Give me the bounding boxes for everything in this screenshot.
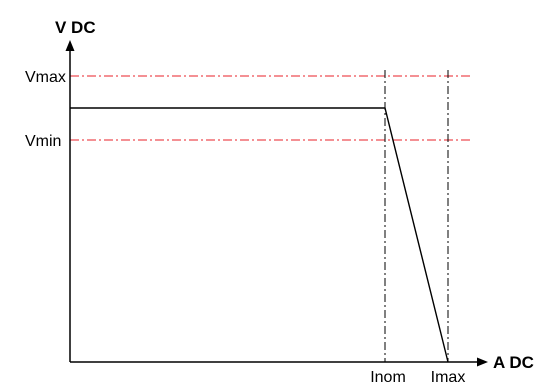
y-axis-arrowhead (65, 40, 75, 51)
y-axis-title: V DC (55, 18, 96, 37)
inom-label: Inom (370, 369, 406, 383)
imax-label: Imax (431, 369, 466, 383)
x-axis-title: A DC (493, 353, 534, 372)
characteristic-curve (70, 107, 449, 363)
x-axis-arrowhead (477, 357, 488, 367)
vmax-label: Vmax (25, 69, 66, 86)
vmin-label: Vmin (25, 133, 61, 150)
